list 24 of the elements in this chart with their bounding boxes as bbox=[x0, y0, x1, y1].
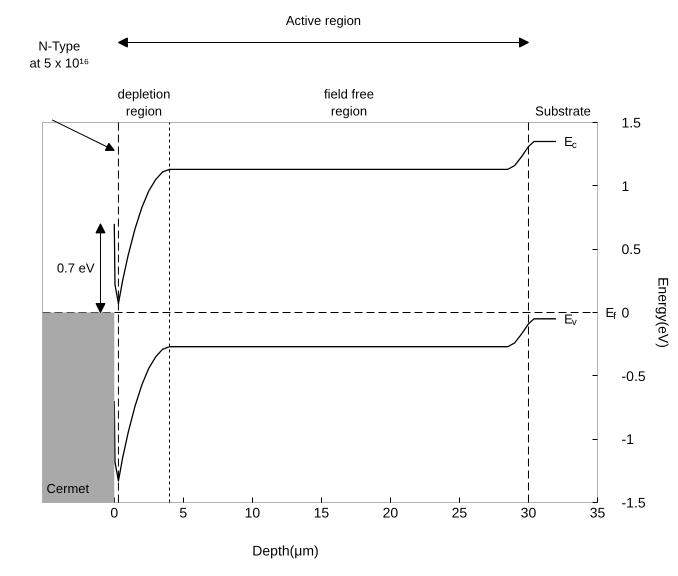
y-tick-label: 0 bbox=[622, 304, 630, 320]
x-tick-label: 5 bbox=[179, 504, 188, 520]
x-tick-label: 30 bbox=[520, 504, 536, 520]
x-tick-label: 0 bbox=[110, 504, 118, 520]
text: N-Type at 5 x 10¹⁶ bbox=[30, 38, 90, 71]
x-tick-label: 35 bbox=[590, 504, 606, 520]
y-tick-label: -1 bbox=[622, 431, 634, 448]
text: Substrate bbox=[535, 104, 591, 118]
y-axis-title: Energy(eV) bbox=[656, 277, 672, 348]
annotation: 0.7 eV bbox=[56, 260, 95, 276]
text: Active region bbox=[286, 13, 362, 28]
y-tick-label: 1 bbox=[622, 178, 630, 194]
x-tick-label: 15 bbox=[314, 504, 330, 520]
x-axis-title: Depth(μm) bbox=[252, 542, 319, 558]
band-label: Cermet bbox=[46, 481, 90, 496]
text: depletion region bbox=[118, 86, 170, 118]
y-tick-label: 0.5 bbox=[622, 241, 642, 258]
y-tick-label: -1.5 bbox=[622, 494, 646, 510]
x-tick-label: 25 bbox=[452, 504, 468, 520]
y-tick-label: 1.5 bbox=[622, 114, 642, 130]
text: field free region bbox=[324, 86, 374, 118]
y-tick-label: -0.5 bbox=[622, 368, 646, 384]
x-tick-label: 10 bbox=[244, 504, 260, 520]
x-tick-label: 20 bbox=[382, 504, 398, 520]
